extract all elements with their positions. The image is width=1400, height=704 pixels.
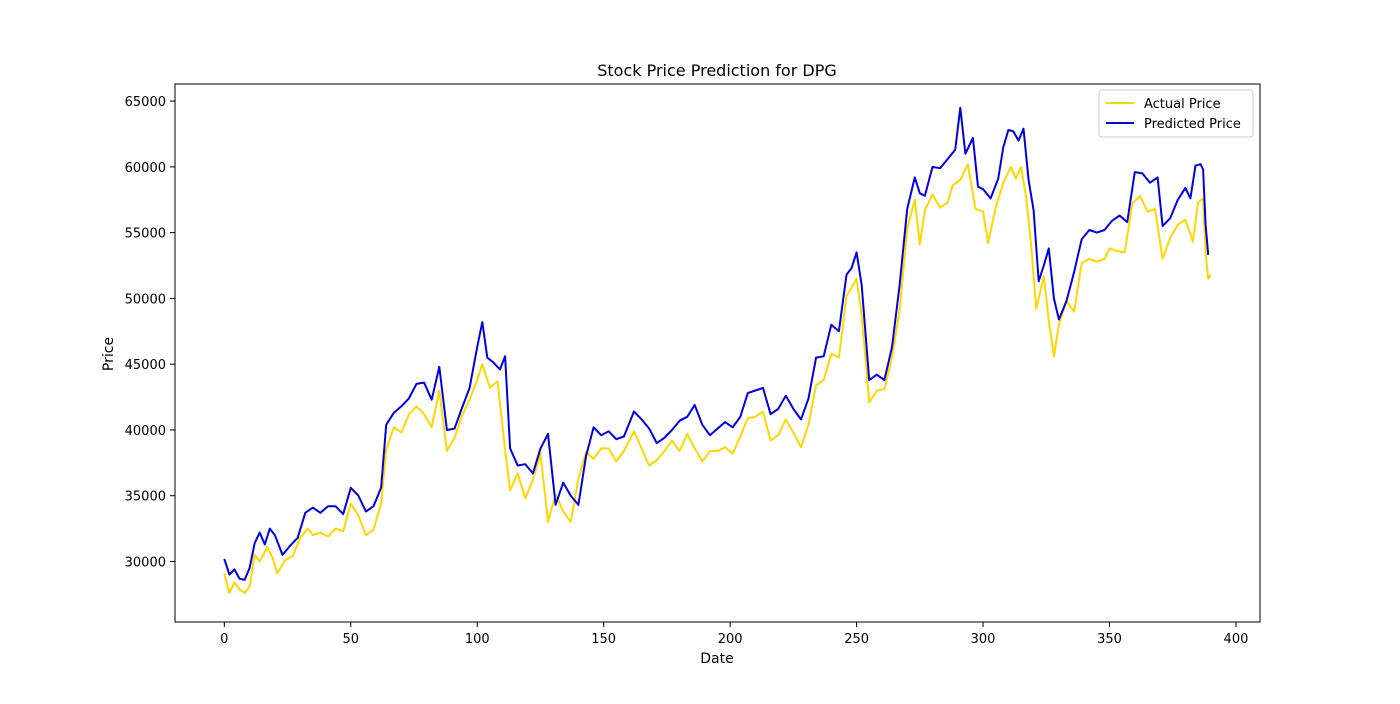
y-tick-label: 45000 [125,358,166,373]
legend-box [1098,89,1254,138]
x-tick-label: 50 [343,632,360,647]
y-tick-label: 40000 [125,424,166,439]
series-line-predicted-price [223,106,1210,581]
x-tick-label: 300 [971,632,996,647]
y-axis-label: Price [101,337,117,371]
series-layer [223,106,1212,595]
y-tick-label: 30000 [125,555,166,570]
series-line-actual-price [223,163,1212,595]
y-tick-label: 65000 [125,95,166,110]
y-tick-label: 50000 [125,292,166,307]
y-tick-label: 35000 [125,490,166,505]
x-tick-label: 200 [718,632,743,647]
legend: Actual Price Predicted Price [1098,89,1254,138]
x-tick-label: 400 [1224,632,1249,647]
x-tick-label: 350 [1097,632,1122,647]
x-tick-label: 100 [465,632,490,647]
axes-layer: 0 50 100 150 200 250 300 350 400 30000 35000 40000 4… [125,83,1261,647]
legend-label-predicted-price: Predicted Price [1144,117,1241,132]
x-axis-label: Date [700,651,733,667]
plot-frame [174,83,1261,623]
x-tick-label: 150 [591,632,616,647]
legend-label-actual-price: Actual Price [1144,97,1221,112]
x-tick-label: 250 [844,632,869,647]
y-tick-label: 55000 [125,227,166,242]
x-tick-label: 0 [220,632,228,647]
chart-title: Stock Price Prediction for DPG [597,61,837,80]
y-tick-label: 60000 [125,161,166,176]
